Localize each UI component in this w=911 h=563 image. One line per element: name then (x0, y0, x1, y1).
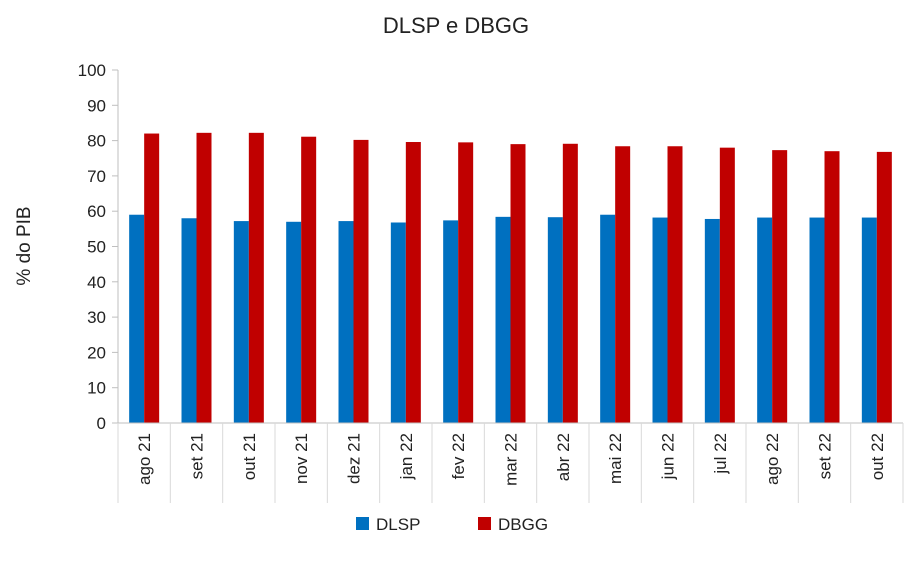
x-tick-label: out 22 (868, 433, 887, 480)
x-tick-label: dez 21 (345, 433, 364, 484)
y-tick-label: 50 (87, 238, 106, 257)
bar-dlsp (338, 221, 354, 423)
y-tick-label: 30 (87, 308, 106, 327)
bar-dbgg (667, 146, 683, 424)
bar-dbgg (144, 133, 160, 424)
x-tick-label: ago 22 (763, 433, 782, 485)
x-tick-label: ago 21 (135, 433, 154, 485)
legend: DLSP DBGG (356, 515, 548, 534)
bar-dlsp (547, 217, 563, 423)
bar-dlsp (809, 217, 825, 423)
legend-label-dlsp: DLSP (376, 515, 420, 534)
y-tick-label: 0 (97, 414, 106, 433)
y-axis-label: % do PIB (14, 206, 35, 285)
bar-dlsp (129, 214, 145, 423)
bar-dbgg (824, 151, 840, 423)
chart-title: DLSP e DBGG (383, 13, 529, 38)
bar-dbgg (876, 151, 892, 423)
x-tick-label: jun 22 (659, 433, 678, 480)
y-tick-label: 60 (87, 202, 106, 221)
x-tick-label: nov 21 (292, 433, 311, 484)
bar-dlsp (443, 220, 459, 423)
bar-dbgg (772, 150, 788, 424)
bar-dlsp (495, 216, 511, 423)
y-tick-label: 20 (87, 343, 106, 362)
x-axis: ago 21 set 21 out 21 nov 21 dez 21 jan 22 fev … (117, 422, 904, 503)
y-tick-label: 10 (87, 379, 106, 398)
x-tick-label: out 21 (240, 433, 259, 480)
legend-swatch-dlsp (356, 517, 369, 530)
y-tick-label: 90 (87, 96, 106, 115)
bar-dlsp (181, 218, 197, 423)
bar-dlsp (286, 221, 302, 423)
bar-dbgg (562, 143, 578, 424)
bar-dbgg (719, 147, 735, 423)
y-tick-label: 80 (87, 132, 106, 151)
x-tick-label: mai 22 (606, 433, 625, 484)
y-axis: 0 10 20 30 40 50 60 70 80 90 100 (78, 61, 119, 433)
x-tick-label: jan 22 (397, 433, 416, 480)
bar-dlsp (757, 217, 773, 423)
bar-dbgg (510, 144, 526, 423)
bars (129, 132, 892, 424)
x-tick-label: jul 22 (711, 433, 730, 475)
bar-dbgg (301, 136, 317, 424)
bar-dlsp (390, 222, 406, 423)
x-tick-label: mar 22 (502, 433, 521, 486)
bar-dbgg (458, 142, 474, 424)
x-tick-label: fev 22 (449, 433, 468, 479)
legend-label-dbgg: DBGG (498, 515, 548, 534)
bar-dbgg (405, 142, 421, 423)
y-tick-label: 100 (78, 61, 106, 80)
legend-swatch-dbgg (478, 517, 491, 530)
x-tick-label: set 21 (188, 433, 207, 479)
bar-dbgg (615, 146, 631, 424)
bar-dlsp (704, 218, 720, 423)
bar-dbgg (353, 139, 369, 424)
y-tick-label: 70 (87, 167, 106, 186)
bar-dlsp (233, 221, 249, 423)
bar-dlsp (600, 214, 616, 423)
bar-dlsp (652, 217, 668, 423)
bar-dlsp (861, 217, 877, 423)
bar-dbgg (196, 132, 212, 424)
x-tick-label: abr 22 (554, 433, 573, 481)
bar-dbgg (248, 132, 264, 424)
y-tick-label: 40 (87, 273, 106, 292)
x-tick-label: set 22 (816, 433, 835, 479)
